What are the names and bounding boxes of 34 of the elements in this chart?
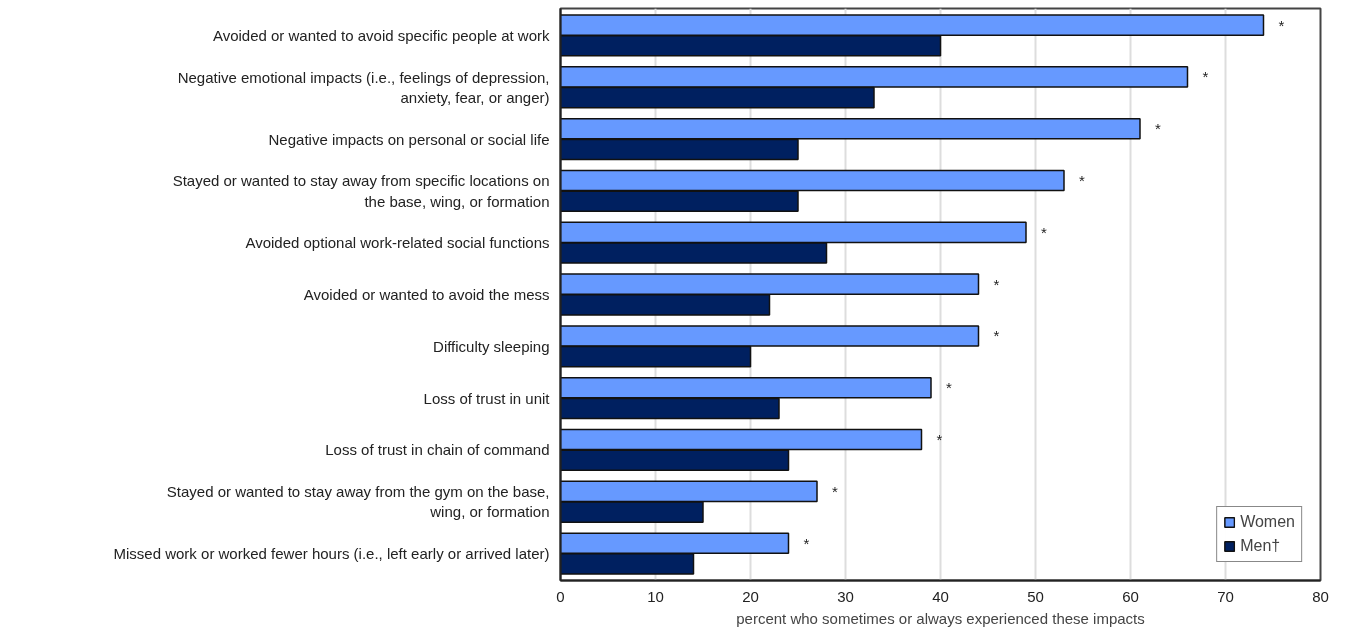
y-tick-label: Avoided or wanted to avoid specific people at work <box>212 26 550 44</box>
y-tick-label: Negative emotional impacts (i.e., feelings of depression, anxiety, fear, or anger) <box>177 68 550 106</box>
x-tick-label: 80 <box>1312 587 1329 605</box>
y-tick-label: Loss of trust in chain of command <box>325 441 550 459</box>
x-axis-title: percent who sometimes or always experienced these impacts <box>736 609 1145 627</box>
x-tick-label: 40 <box>932 587 949 605</box>
annotation: * <box>993 327 1000 345</box>
annotation: * <box>1202 68 1209 86</box>
annotation: * <box>1079 172 1086 190</box>
annotation: * <box>936 431 943 449</box>
y-tick-label: Avoided optional work-related social functions <box>245 234 550 252</box>
y-tick-label: Missed work or worked fewer hours (i.e., left early or arrived later) <box>113 545 550 563</box>
annotation: * <box>946 379 953 397</box>
legend-label: Men† <box>1240 537 1281 555</box>
annotation: * <box>1041 223 1048 241</box>
x-tick-label: 20 <box>742 587 759 605</box>
y-tick-label: Loss of trust in unit <box>423 389 551 407</box>
annotation: * <box>1278 16 1285 34</box>
annotation: * <box>832 482 839 500</box>
x-tick-label: 10 <box>647 587 664 605</box>
x-tick-label: 70 <box>1217 587 1234 605</box>
x-tick-label: 50 <box>1027 587 1044 605</box>
y-tick-label: Difficulty sleeping <box>433 337 550 355</box>
y-tick-label: Stayed or wanted to stay away from specific locations on the base, wing, or formation <box>172 172 550 210</box>
y-tick-label: Avoided or wanted to avoid the mess <box>303 286 550 303</box>
legend-label: Women <box>1240 513 1295 531</box>
x-tick-label: 0 <box>556 587 565 605</box>
annotation: * <box>1155 120 1162 138</box>
y-tick-label: Stayed or wanted to stay away from the gym on the base, wing, or formation <box>166 483 550 521</box>
y-tick-label: Negative impacts on personal or social life <box>268 130 550 148</box>
x-tick-label: 60 <box>1122 587 1139 605</box>
x-tick-label: 30 <box>837 587 854 605</box>
annotation: * <box>803 534 810 552</box>
annotation: * <box>993 275 1000 293</box>
